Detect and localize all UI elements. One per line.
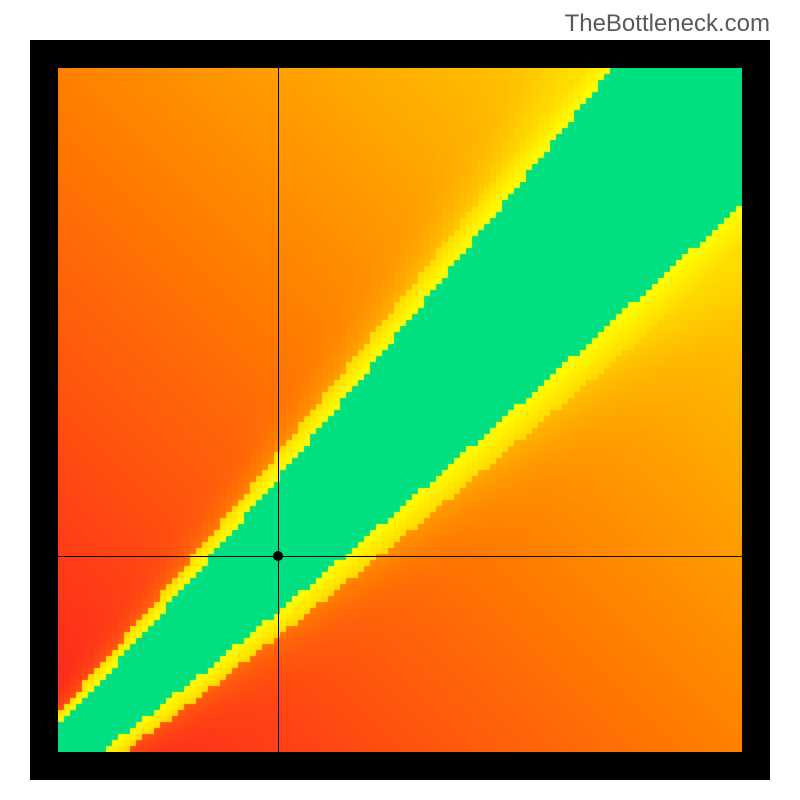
crosshair-marker: [273, 551, 283, 561]
heatmap-canvas: [58, 68, 742, 752]
container: TheBottleneck.com: [0, 0, 800, 800]
crosshair-vertical: [278, 68, 279, 752]
watermark-text: TheBottleneck.com: [565, 10, 770, 38]
crosshair-horizontal: [58, 556, 742, 557]
chart-frame: [30, 40, 770, 780]
